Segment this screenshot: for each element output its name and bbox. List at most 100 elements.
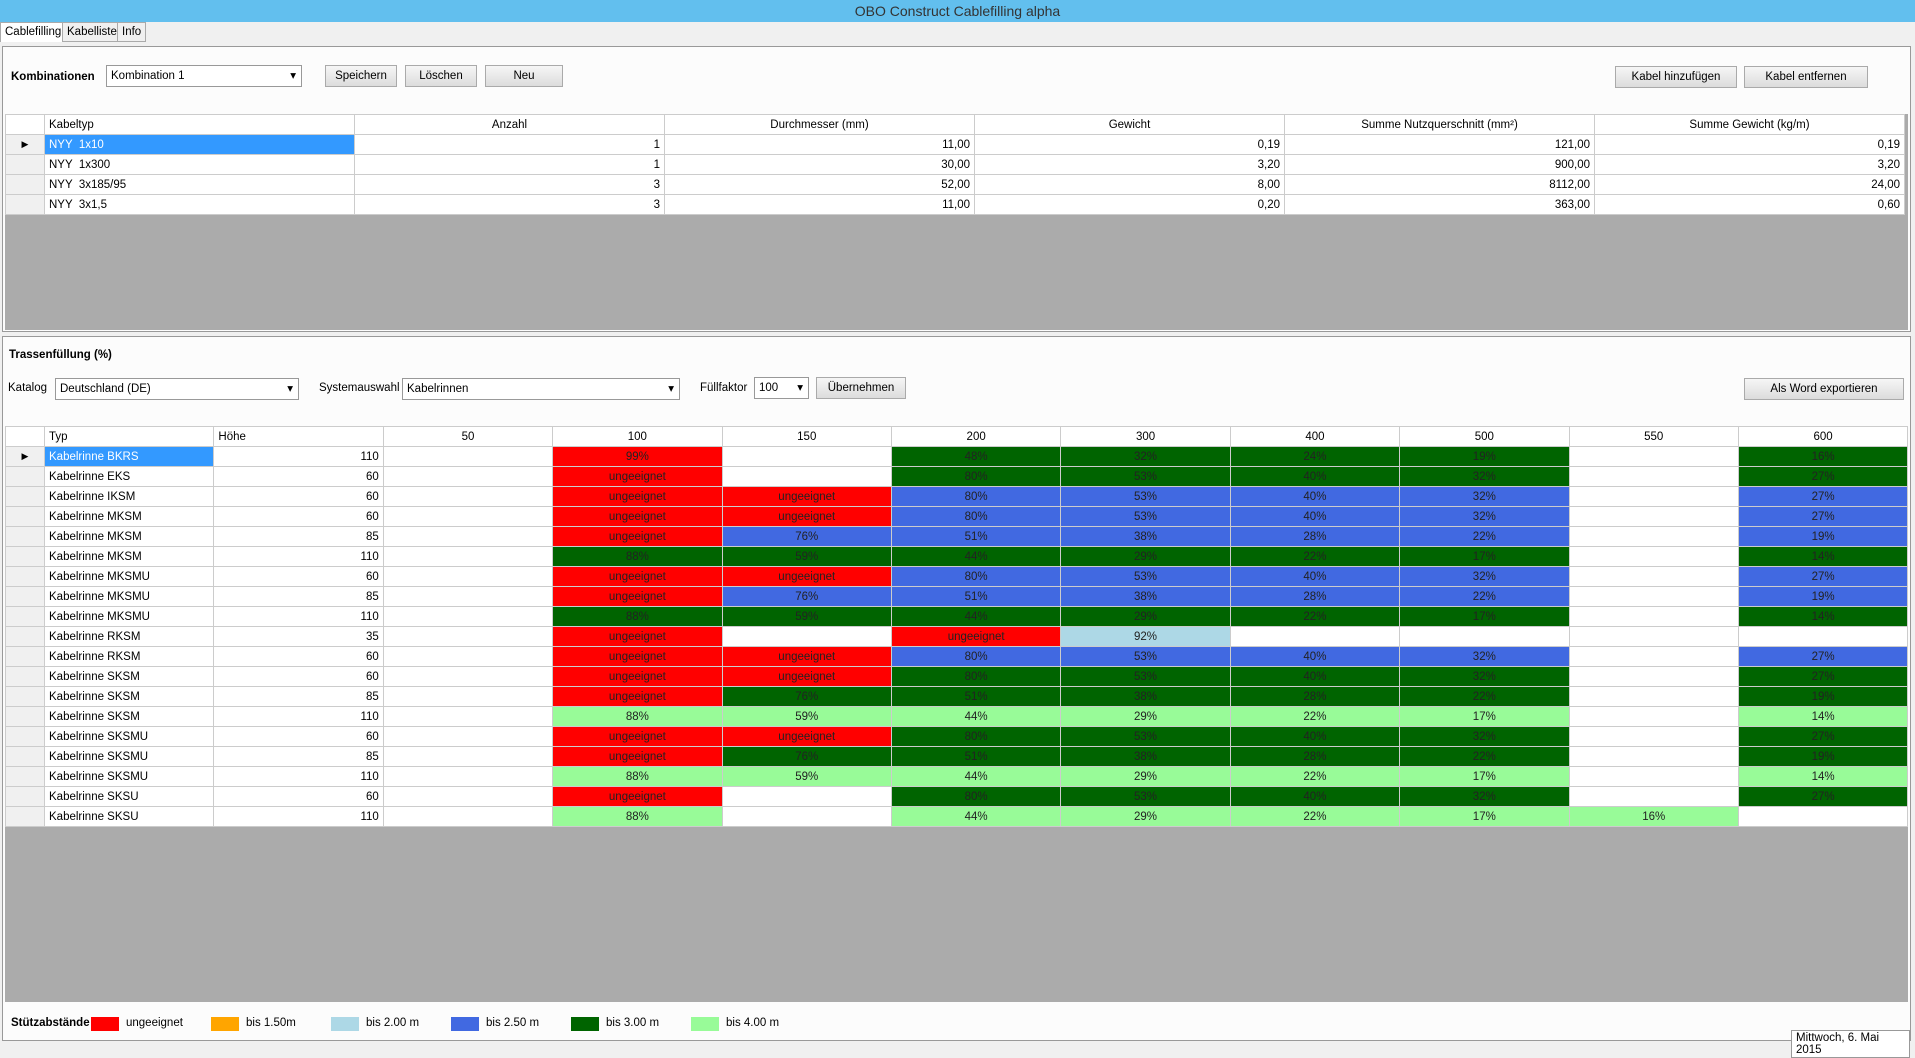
table-row[interactable]: Kabelrinne RKSM 35 ungeeignet ungeeignet 92% (5, 626, 1908, 647)
column-header[interactable]: 550 (1568, 426, 1739, 447)
cell: 60 (213, 646, 384, 667)
cell (1568, 606, 1739, 627)
cell: 38% (1060, 586, 1231, 607)
cell: 27% (1737, 726, 1908, 747)
button[interactable]: Als Word exportieren (1744, 378, 1904, 400)
table-row[interactable]: Kabelrinne IKSM 60 ungeeignet ungeeignet 80%… (5, 486, 1908, 507)
table-row[interactable]: Kabelrinne EKS 60 ungeeignet 80% 53% 40% 32% 27… (5, 466, 1908, 487)
column-header[interactable]: Gewicht (974, 114, 1285, 135)
table-row[interactable]: Kabelrinne SKSMU 85 ungeeignet 76% 51% 38% 28%… (5, 746, 1908, 767)
column-header[interactable]: Anzahl (354, 114, 665, 135)
column-header[interactable]: 600 (1737, 426, 1908, 447)
table-row[interactable]: Kabelrinne SKSM 85 ungeeignet 76% 51% 38% 28% 2… (5, 686, 1908, 707)
number-input[interactable]: 100 (754, 377, 809, 399)
table-row[interactable]: Kabelrinne MKSM 60 ungeeignet ungeeignet 80%… (5, 506, 1908, 527)
cell (1229, 626, 1401, 647)
table-row[interactable]: Kabelrinne SKSM 110 88% 59% 44% 29% 22% 17% 14% (5, 706, 1908, 727)
column-header[interactable]: 400 (1229, 426, 1401, 447)
cell: 32% (1399, 726, 1570, 747)
column-header[interactable]: 200 (890, 426, 1062, 447)
window-title: OBO Construct Cablefilling alpha (854, 3, 1061, 19)
cell: 80% (890, 786, 1062, 807)
tab[interactable]: Info (117, 22, 147, 42)
cell: 22% (1229, 766, 1401, 787)
button[interactable]: Kabel hinzufügen (1615, 66, 1737, 88)
cell (1568, 766, 1739, 787)
table-row[interactable]: ▶ Kabelrinne BKRS 110 99% 48% 32% 24% 19% 16% (5, 446, 1908, 467)
table: Typ Höhe 50 100 150 200 300 400 500 550 600 ▶ Kabelr… (5, 426, 1908, 827)
column-header[interactable]: 150 (721, 426, 892, 447)
label: Kombinationen (11, 71, 95, 83)
cell: 51% (890, 526, 1062, 547)
table-row[interactable]: Kabelrinne MKSM 110 88% 59% 44% 29% 22% 17% 14% (5, 546, 1908, 567)
cell: 28% (1229, 586, 1401, 607)
column-header[interactable]: Summe Nutzquerschnitt (mm²) (1284, 114, 1595, 135)
cell: 51% (890, 686, 1062, 707)
column-header[interactable]: Kabeltyp (44, 114, 355, 135)
cell: 38% (1060, 746, 1231, 767)
cell: 22% (1399, 526, 1570, 547)
button[interactable]: Übernehmen (816, 377, 906, 399)
column-header[interactable]: Typ (43, 426, 215, 447)
row-header (5, 486, 45, 507)
table-row[interactable]: NYY 3x1,5 3 11,00 0,20 363,00 0,60 (5, 194, 1905, 215)
cell: 19% (1737, 526, 1908, 547)
cell: 40% (1229, 726, 1401, 747)
column-header[interactable]: Höhe (213, 426, 384, 447)
tab[interactable]: Cablefilling (0, 22, 67, 42)
cell: 80% (890, 726, 1062, 747)
cell (1568, 566, 1739, 587)
cell (382, 806, 554, 827)
cell (382, 646, 554, 667)
table-row[interactable]: Kabelrinne SKSU 110 88% 44% 29% 22% 17% 16% (5, 806, 1908, 827)
cell: 53% (1060, 466, 1231, 487)
row-header (5, 526, 45, 547)
cell: 0,60 (1594, 194, 1905, 215)
header-row: Kabeltyp Anzahl Durchmesser (mm) Gewicht Sum… (5, 114, 1905, 135)
row-header (5, 606, 45, 627)
table-row[interactable]: Kabelrinne SKSMU 110 88% 59% 44% 29% 22% 17% 14% (5, 766, 1908, 787)
cell: 17% (1399, 546, 1570, 567)
button[interactable]: Speichern (325, 65, 397, 87)
column-header[interactable]: 500 (1399, 426, 1570, 447)
column-header[interactable]: Summe Gewicht (kg/m) (1594, 114, 1905, 135)
button[interactable]: Kabel entfernen (1744, 66, 1868, 88)
dropdown[interactable]: Kabelrinnen (402, 378, 680, 400)
cell: ungeeignet (552, 786, 723, 807)
cell: Kabelrinne BKRS (43, 446, 215, 467)
table-row[interactable]: Kabelrinne RKSM 60 ungeeignet ungeeignet 80%… (5, 646, 1908, 667)
cell: Kabelrinne MKSMU (43, 606, 215, 627)
column-header[interactable]: 50 (382, 426, 554, 447)
cell: 60 (213, 466, 384, 487)
button[interactable]: Löschen (405, 65, 477, 87)
header-row: Typ Höhe 50 100 150 200 300 400 500 550 600 (5, 426, 1908, 447)
table-row[interactable]: ▶ NYY 1x10 1 11,00 0,19 121,00 0,19 (5, 134, 1905, 155)
cell: 3,20 (974, 154, 1285, 175)
cell: ungeeignet (721, 726, 892, 747)
cell: NYY 3x185/95 (44, 174, 355, 195)
cell (382, 766, 554, 787)
table-row[interactable]: NYY 3x185/95 3 52,00 8,00 8112,00 24,00 (5, 174, 1905, 195)
table-row[interactable]: Kabelrinne SKSMU 60 ungeeignet ungeeignet 80… (5, 726, 1908, 747)
legend-label: bis 1.50m (246, 1017, 296, 1029)
table-row[interactable]: Kabelrinne MKSM 85 ungeeignet 76% 51% 38% 28% 2… (5, 526, 1908, 547)
column-header[interactable]: Durchmesser (mm) (664, 114, 975, 135)
cell: 27% (1737, 666, 1908, 687)
cell (382, 446, 554, 467)
button[interactable]: Neu (485, 65, 563, 87)
column-header[interactable]: 100 (552, 426, 723, 447)
table-row[interactable]: Kabelrinne MKSMU 85 ungeeignet 76% 51% 38% 28%… (5, 586, 1908, 607)
status-date: Mittwoch, 6. Mai 2015 (1791, 1030, 1910, 1058)
column-header[interactable]: 300 (1060, 426, 1231, 447)
table-row[interactable]: Kabelrinne SKSM 60 ungeeignet ungeeignet 80%… (5, 666, 1908, 687)
table-row[interactable]: Kabelrinne MKSMU 60 ungeeignet ungeeignet 80… (5, 566, 1908, 587)
cell: 32% (1060, 446, 1231, 467)
cell: 85 (213, 686, 384, 707)
cell: 3,20 (1594, 154, 1905, 175)
table-row[interactable]: Kabelrinne SKSU 60 ungeeignet 80% 53% 40% 32% 2… (5, 786, 1908, 807)
tab[interactable]: Kabelliste (62, 22, 122, 42)
dropdown[interactable]: Kombination 1 (106, 65, 302, 87)
dropdown[interactable]: Deutschland (DE) (55, 378, 299, 400)
table-row[interactable]: NYY 1x300 1 30,00 3,20 900,00 3,20 (5, 154, 1905, 175)
table-row[interactable]: Kabelrinne MKSMU 110 88% 59% 44% 29% 22% 17% 14% (5, 606, 1908, 627)
